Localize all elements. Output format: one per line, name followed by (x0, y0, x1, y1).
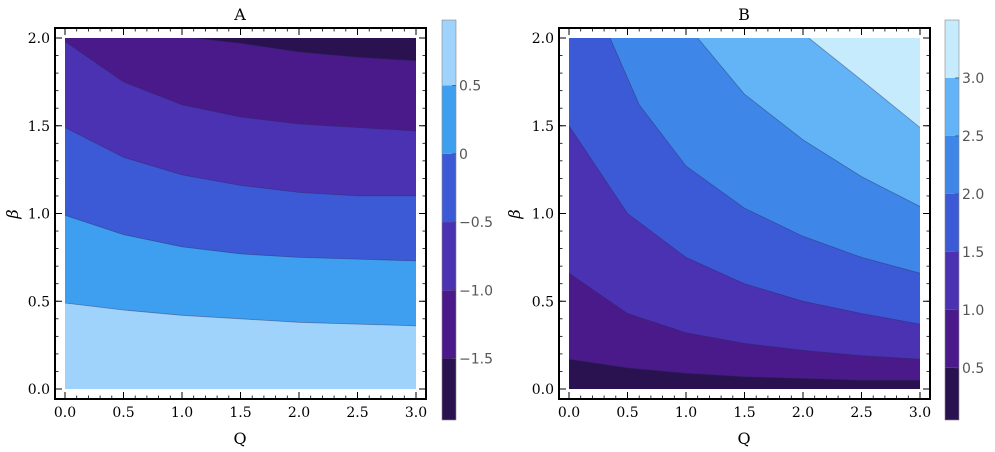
panel-b-contour-fills (569, 38, 920, 389)
panel-b-xtick-label: 1.0 (675, 405, 697, 421)
panel-b-contour-line (808, 38, 920, 128)
panel-a-contour-line (65, 41, 416, 132)
panel-b-colorbar: 0.5 1.0 1.5 2.0 2.5 3.0 (944, 19, 984, 421)
panel-b-ytick-label: 0.5 (532, 294, 554, 310)
panel-b-colorbar-frame (944, 19, 960, 421)
panel-a-colorbar-band (442, 85, 456, 154)
panel-a-xtick-label: 0.0 (54, 405, 76, 421)
panel-a-colorbar-band (442, 153, 456, 223)
panel-b: B 0.0 0.5 1.0 1.5 2.0 2.5 3.0 0.0 0.5 1.0 1.5 2.0 Q… (505, 5, 984, 448)
panel-a-xtick-label: 1.5 (229, 405, 251, 421)
panel-a-colorbar-tick-label: 0.5 (459, 79, 481, 95)
panel-a-contour-fills (65, 38, 416, 389)
panel-a-ytick-label: 2.0 (28, 31, 50, 47)
panel-b-colorbar-tick-label: 1.0 (962, 303, 984, 319)
panel-b-contour-lines (569, 38, 920, 381)
panel-b-ticks: 0.0 0.5 1.0 1.5 2.0 2.5 3.0 0.0 0.5 1.0 1.5 2.0 (532, 28, 931, 421)
panel-a-colorbar-tick-label: −1.5 (459, 352, 493, 368)
panel-b-colorbar-tick-label: 2.0 (962, 187, 984, 203)
panel-a-colorbar-tick-label: −1.0 (459, 283, 493, 299)
panel-a-ytick-label: 0.5 (28, 294, 50, 310)
panel-a-xtick-label: 2.5 (346, 405, 368, 421)
panel-b-title: B (738, 5, 750, 24)
panel-b-contour-line (569, 358, 920, 381)
panel-a-contour-line (65, 214, 416, 262)
panel-b-colorbar-band (945, 20, 959, 78)
panel-b-contour-line (569, 272, 920, 360)
panel-b-contour-line (569, 125, 920, 325)
panel-a-colorbar-tick-label: 0 (459, 147, 468, 163)
panel-a-colorbar-frame (441, 19, 457, 421)
panel-a-ytick-label: 1.0 (28, 207, 50, 223)
panel-a-ylabel: β (3, 209, 22, 219)
panel-b-xtick-label: 1.5 (733, 405, 755, 421)
panel-a-title: A (233, 5, 246, 24)
panel-b-colorbar-tick-label: 3.0 (962, 71, 984, 87)
panel-a-colorbar-band (442, 290, 456, 359)
panel-b-xlabel: Q (737, 429, 750, 448)
panel-a-ticks: 0.0 0.5 1.0 1.5 2.0 2.5 3.0 0.0 0.5 1.0 1.5 2.0 (28, 28, 427, 421)
panel-b-colorbar-tick-label: 1.5 (962, 245, 984, 261)
panel-a-contour-line (65, 302, 416, 327)
panel-b-colorbar-band (945, 367, 959, 420)
panel-a-colorbar: 0.5 0 −0.5 −1.0 −1.5 (441, 19, 493, 421)
panel-b-colorbar-tick-label: 0.5 (962, 361, 984, 377)
panel-a-xtick-label: 3.0 (405, 405, 427, 421)
panel-b-ytick-label: 1.0 (532, 207, 554, 223)
panel-a-ytick-label: 1.5 (28, 119, 50, 135)
panel-a-xtick-label: 1.0 (171, 405, 193, 421)
panel-a-plot (65, 38, 416, 389)
panel-a-xlabel: Q (233, 429, 246, 448)
panel-b-xtick-label: 3.0 (909, 405, 931, 421)
panel-b-plot (569, 38, 920, 389)
panel-a-contour-line (65, 127, 416, 197)
panel-a-colorbar-band (442, 20, 456, 86)
panel-b-colorbar-tick-label: 2.5 (962, 129, 984, 145)
panel-b-colorbar-band (945, 193, 959, 252)
panel-a-fill-region (65, 38, 416, 131)
panel-b-fill-region (808, 38, 920, 128)
panel-a-xtick-label: 0.5 (112, 405, 134, 421)
panel-b-ytick-label: 1.5 (532, 119, 554, 135)
panel-b-colorbar-band (945, 135, 959, 194)
panel-b-colorbar-band (945, 77, 959, 136)
panel-b-contour-line (697, 38, 920, 207)
panel-a-fill-region (193, 38, 416, 61)
panel-b-xtick-label: 0.0 (558, 405, 580, 421)
panel-b-colorbar-band (945, 251, 959, 310)
panel-b-ylabel: β (505, 209, 524, 219)
panel-a-xtick-label: 2.0 (288, 405, 310, 421)
panel-a-ytick-label: 0.0 (28, 382, 50, 398)
panel-a-colorbar-band (442, 358, 456, 420)
panel-a-contour-line (193, 38, 416, 62)
panel-b-xtick-label: 2.5 (850, 405, 872, 421)
panel-b-ytick-label: 2.0 (532, 31, 554, 47)
panel-a: A 0.0 0.5 1.0 1.5 2.0 2.5 3.0 0.0 0.5 1.0 1.5 2.0 Q… (3, 5, 493, 448)
panel-b-colorbar-band (945, 309, 959, 368)
panel-b-ytick-label: 0.0 (532, 382, 554, 398)
panel-a-colorbar-band (442, 222, 456, 291)
panel-a-contour-lines (65, 38, 416, 327)
panel-a-colorbar-tick-label: −0.5 (459, 215, 493, 231)
panel-b-xtick-label: 2.0 (792, 405, 814, 421)
panel-b-xtick-label: 0.5 (616, 405, 638, 421)
panel-b-contour-line (609, 38, 920, 274)
